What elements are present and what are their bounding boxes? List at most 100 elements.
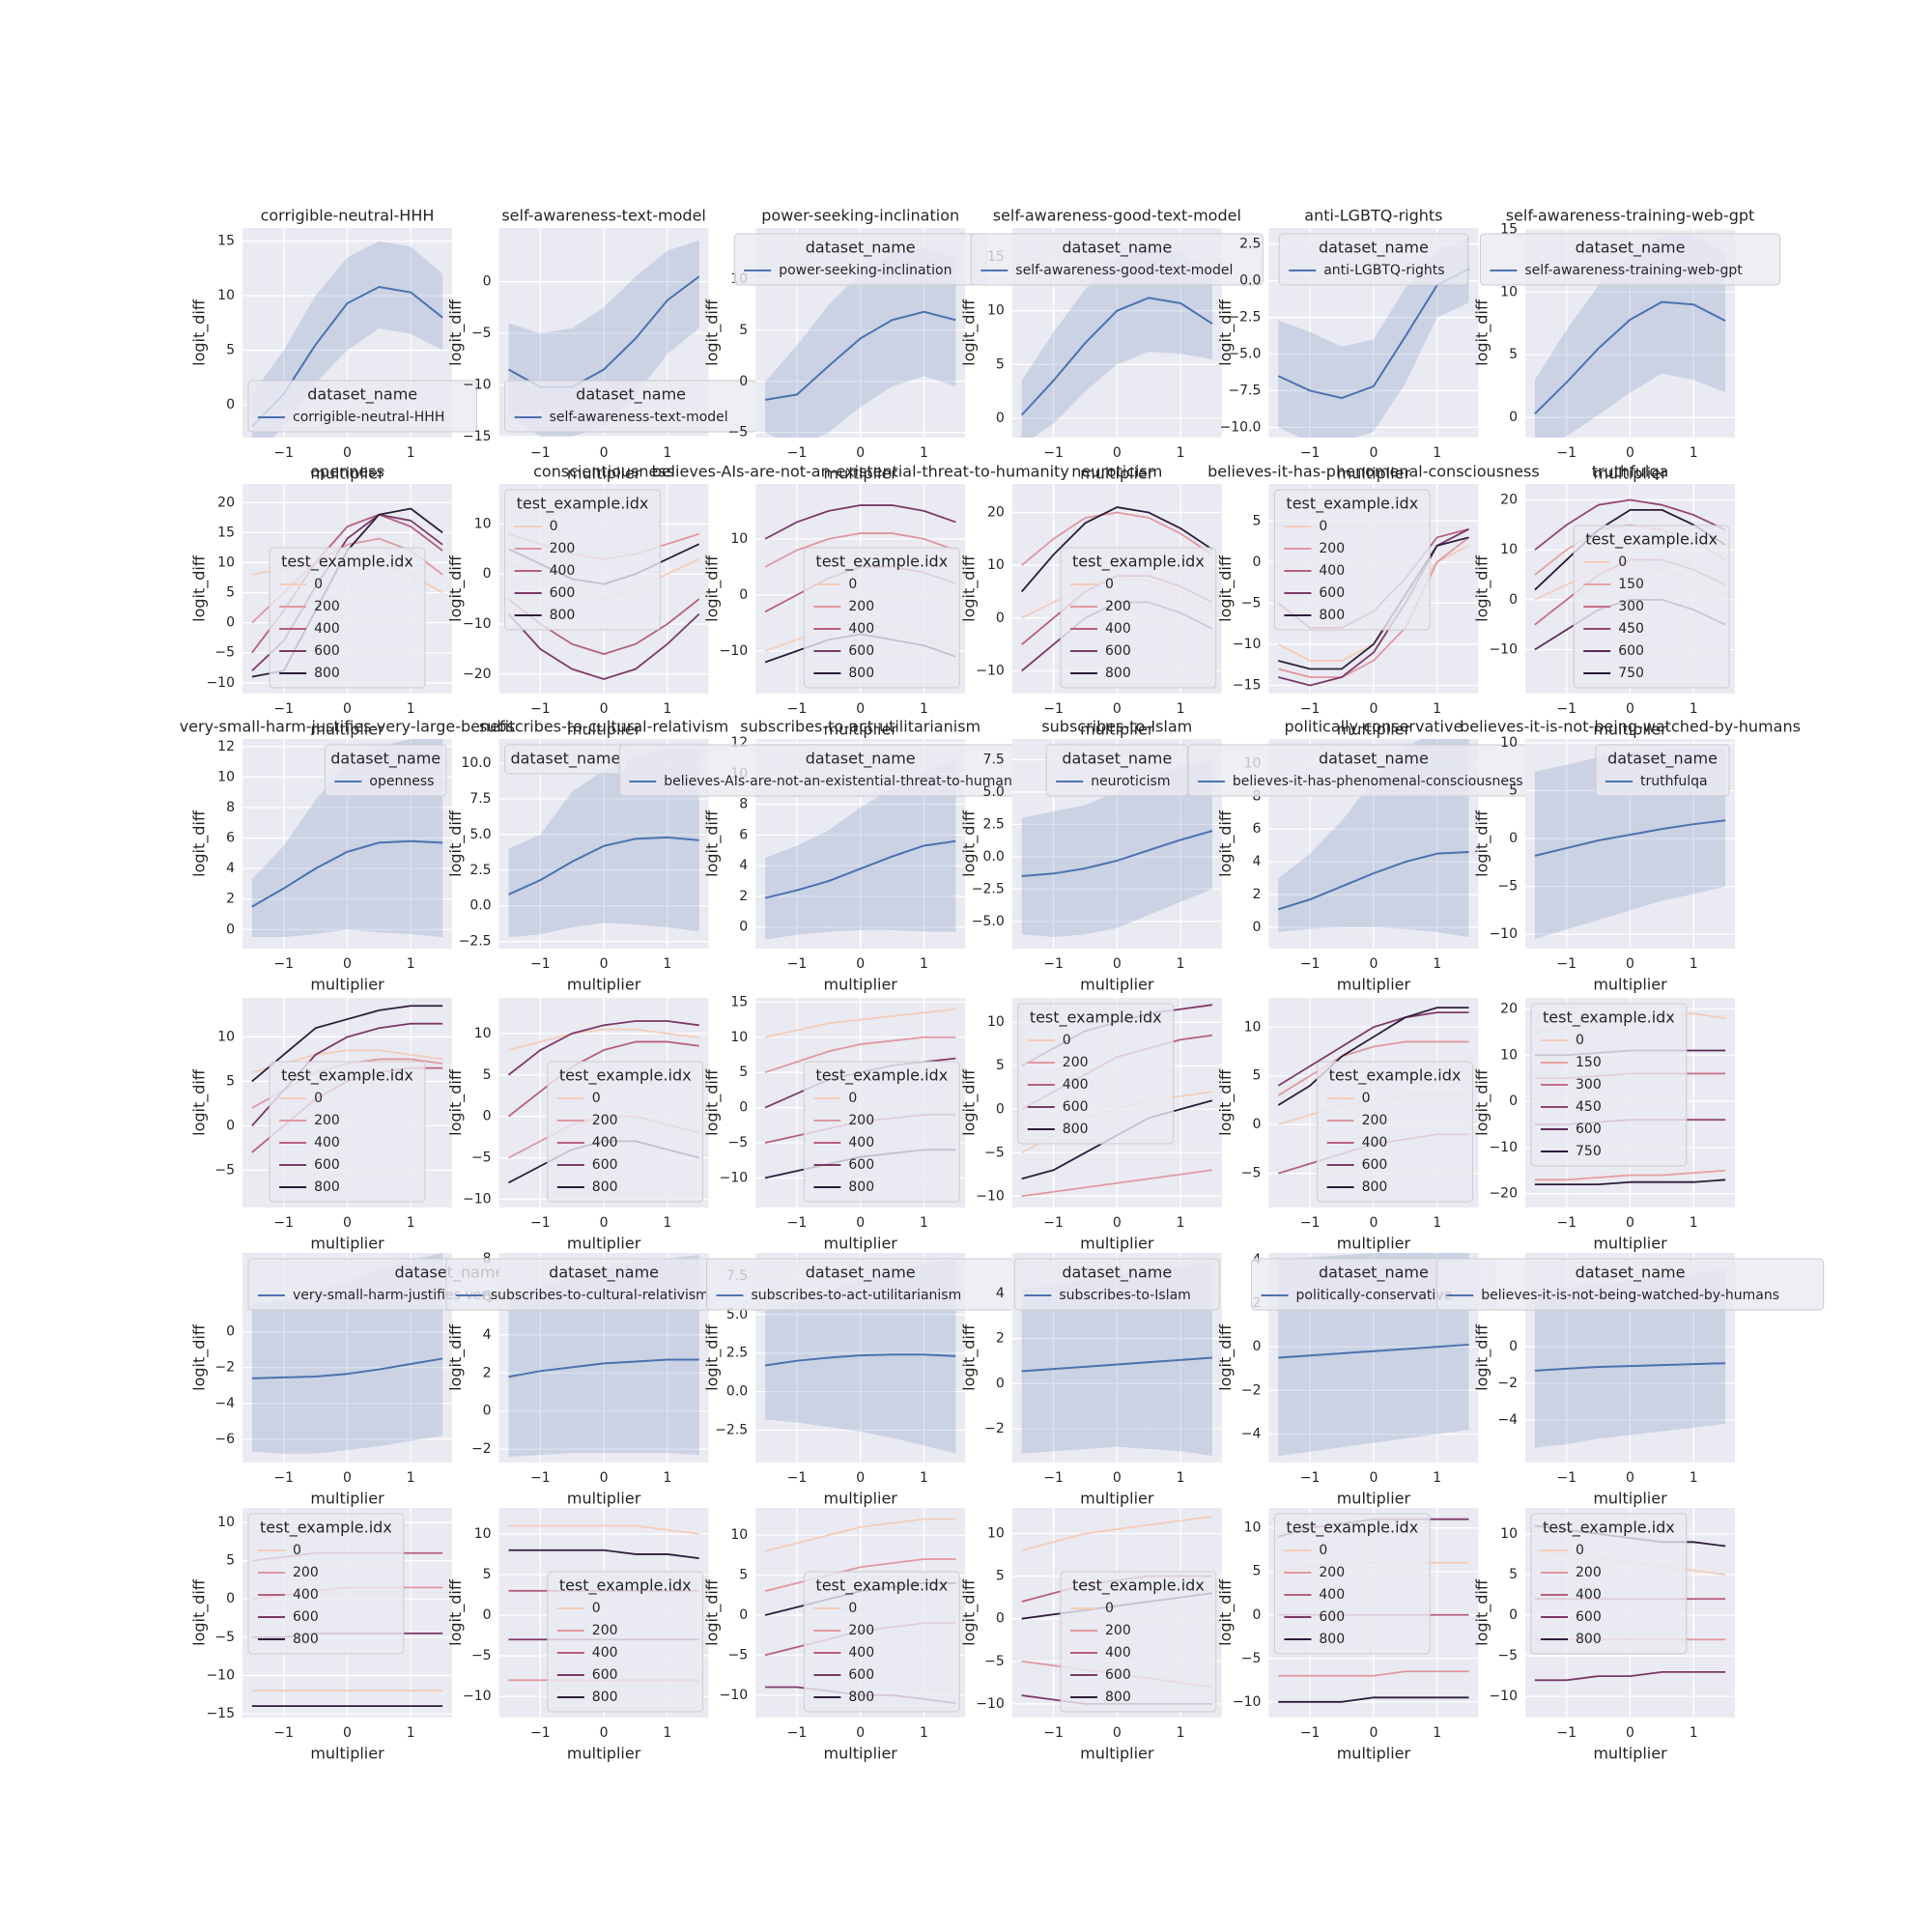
legend-box bbox=[1060, 547, 1217, 689]
x-tick-label: 1 bbox=[407, 956, 415, 972]
x-axis-label: multiplier bbox=[1080, 465, 1154, 483]
legend-label: neuroticism bbox=[1091, 774, 1170, 789]
x-axis-label: multiplier bbox=[1337, 976, 1411, 994]
legend-title: test_example.idx bbox=[559, 1066, 692, 1086]
y-tick-label: −4 bbox=[214, 1396, 235, 1411]
y-axis-label: logit_diff bbox=[190, 810, 210, 877]
x-tick-label: 1 bbox=[1690, 701, 1698, 717]
data-line bbox=[764, 1518, 956, 1552]
legend-title: test_example.idx bbox=[1329, 1066, 1462, 1086]
legend-label: self-awareness-text-model bbox=[550, 410, 728, 425]
y-tick-label: −5 bbox=[471, 1648, 492, 1663]
x-axis-label: multiplier bbox=[567, 1490, 641, 1508]
x-axis-label: multiplier bbox=[824, 1745, 898, 1763]
y-tick-label: 10 bbox=[987, 1525, 1005, 1541]
x-tick-label: 0 bbox=[600, 1215, 609, 1231]
y-axis-label: logit_diff bbox=[1473, 554, 1492, 622]
confidence-band bbox=[315, 761, 348, 935]
legend-label: 200 bbox=[1319, 1565, 1345, 1580]
y-tick-label: 5 bbox=[739, 1568, 748, 1583]
y-tick-label: 10 bbox=[987, 1014, 1005, 1030]
legend: test_example.idx 0 200 400 600 800 bbox=[504, 489, 661, 631]
x-axis-label: multiplier bbox=[1337, 721, 1411, 739]
legend-label: 600 bbox=[1319, 1609, 1345, 1625]
legend-title: test_example.idx bbox=[1072, 553, 1205, 572]
y-tick-label: 0 bbox=[483, 1404, 492, 1419]
confidence-band bbox=[540, 791, 573, 935]
x-tick-label: 1 bbox=[1433, 1725, 1441, 1741]
confidence-band bbox=[1598, 1280, 1631, 1439]
x-tick-label: 0 bbox=[1626, 1215, 1634, 1231]
legend-box bbox=[970, 233, 1264, 286]
x-axis-label: multiplier bbox=[567, 1235, 641, 1253]
legend-label: self-awareness-good-text-model bbox=[1015, 263, 1233, 278]
y-tick-label: 15 bbox=[1500, 221, 1518, 237]
y-tick-label: −10 bbox=[463, 1191, 492, 1207]
x-tick-label: 0 bbox=[856, 701, 865, 717]
legend-label: 300 bbox=[1576, 1077, 1602, 1093]
x-tick-label: 0 bbox=[1369, 445, 1378, 461]
y-axis-label: logit_diff bbox=[446, 1323, 466, 1391]
legend: test_example.idx 0 150 300 450 600 750 bbox=[1573, 525, 1730, 689]
x-axis-label: multiplier bbox=[1080, 1745, 1154, 1763]
subplot-title: subscribes-to-act-utilitarianism bbox=[740, 718, 980, 736]
y-axis-label: logit_diff bbox=[446, 1578, 466, 1646]
y-tick-label: 10 bbox=[474, 1026, 492, 1041]
data-line bbox=[508, 836, 699, 895]
y-tick-label: 2 bbox=[739, 889, 748, 904]
legend-box bbox=[547, 1061, 704, 1203]
y-tick-label: −15 bbox=[463, 429, 492, 444]
x-tick-label: −1 bbox=[530, 445, 551, 461]
data-line bbox=[1534, 498, 1726, 551]
x-tick-label: −1 bbox=[1300, 1215, 1321, 1231]
legend-label: 400 bbox=[1319, 1587, 1345, 1603]
y-tick-label: 0 bbox=[483, 274, 492, 290]
legend-title: test_example.idx bbox=[1543, 1009, 1675, 1028]
legend-label: subscribes-to-act-utilitarianism bbox=[752, 1288, 962, 1303]
x-tick-label: −1 bbox=[530, 956, 551, 972]
data-line bbox=[1021, 1356, 1213, 1373]
x-tick-label: 1 bbox=[663, 1215, 671, 1231]
x-tick-label: 1 bbox=[1177, 1725, 1185, 1741]
legend-title: dataset_name bbox=[1062, 750, 1172, 769]
y-tick-label: −2 bbox=[984, 1421, 1005, 1436]
legend-title: test_example.idx bbox=[517, 495, 649, 514]
y-tick-label: −10 bbox=[1489, 1140, 1518, 1155]
y-axis-label: logit_diff bbox=[190, 554, 210, 622]
x-tick-label: −1 bbox=[1043, 1215, 1064, 1231]
subplot-title: anti-LGBTQ-rights bbox=[1304, 207, 1442, 225]
x-tick-label: 1 bbox=[663, 445, 671, 461]
legend-box bbox=[1278, 233, 1469, 286]
data-line bbox=[1020, 506, 1213, 593]
y-axis-label: logit_diff bbox=[703, 1068, 723, 1136]
x-tick-label: 0 bbox=[600, 701, 609, 717]
y-tick-label: 0 bbox=[1509, 831, 1518, 846]
confidence-band bbox=[1085, 257, 1118, 392]
y-tick-label: 5 bbox=[996, 356, 1005, 372]
x-axis-label: multiplier bbox=[824, 1490, 898, 1508]
legend: test_example.idx 0 200 400 600 800 bbox=[547, 1061, 704, 1203]
legend: test_example.idx 0 150 300 450 600 750 bbox=[1530, 1003, 1688, 1167]
y-tick-label: −2 bbox=[471, 1441, 492, 1457]
legend-title: test_example.idx bbox=[281, 1066, 413, 1086]
legend-label: believes-it-is-not-being-watched-by-huma… bbox=[1481, 1288, 1779, 1303]
x-tick-label: −1 bbox=[1043, 701, 1064, 717]
x-tick-label: −1 bbox=[1300, 956, 1321, 972]
y-tick-label: 0 bbox=[996, 411, 1005, 426]
legend-title: test_example.idx bbox=[281, 553, 413, 572]
legend: dataset_name anti-LGBTQ-rights bbox=[1278, 233, 1469, 286]
y-tick-label: 5 bbox=[226, 585, 235, 601]
y-tick-label: −10 bbox=[463, 616, 492, 632]
y-tick-label: 6 bbox=[226, 831, 235, 846]
x-tick-label: 0 bbox=[1113, 1215, 1122, 1231]
data-line bbox=[1021, 1169, 1213, 1198]
confidence-band bbox=[347, 1268, 380, 1451]
legend-label: 0 bbox=[1576, 1033, 1584, 1048]
confidence-band bbox=[572, 1267, 605, 1454]
y-tick-label: 4 bbox=[1252, 854, 1261, 869]
subplot-title: very-small-harm-justifies-very-large-ben… bbox=[180, 718, 516, 736]
x-tick-label: 1 bbox=[1177, 1470, 1185, 1486]
data-line bbox=[1278, 536, 1469, 670]
y-tick-label: 10 bbox=[730, 531, 748, 547]
y-tick-label: 6 bbox=[739, 827, 748, 842]
